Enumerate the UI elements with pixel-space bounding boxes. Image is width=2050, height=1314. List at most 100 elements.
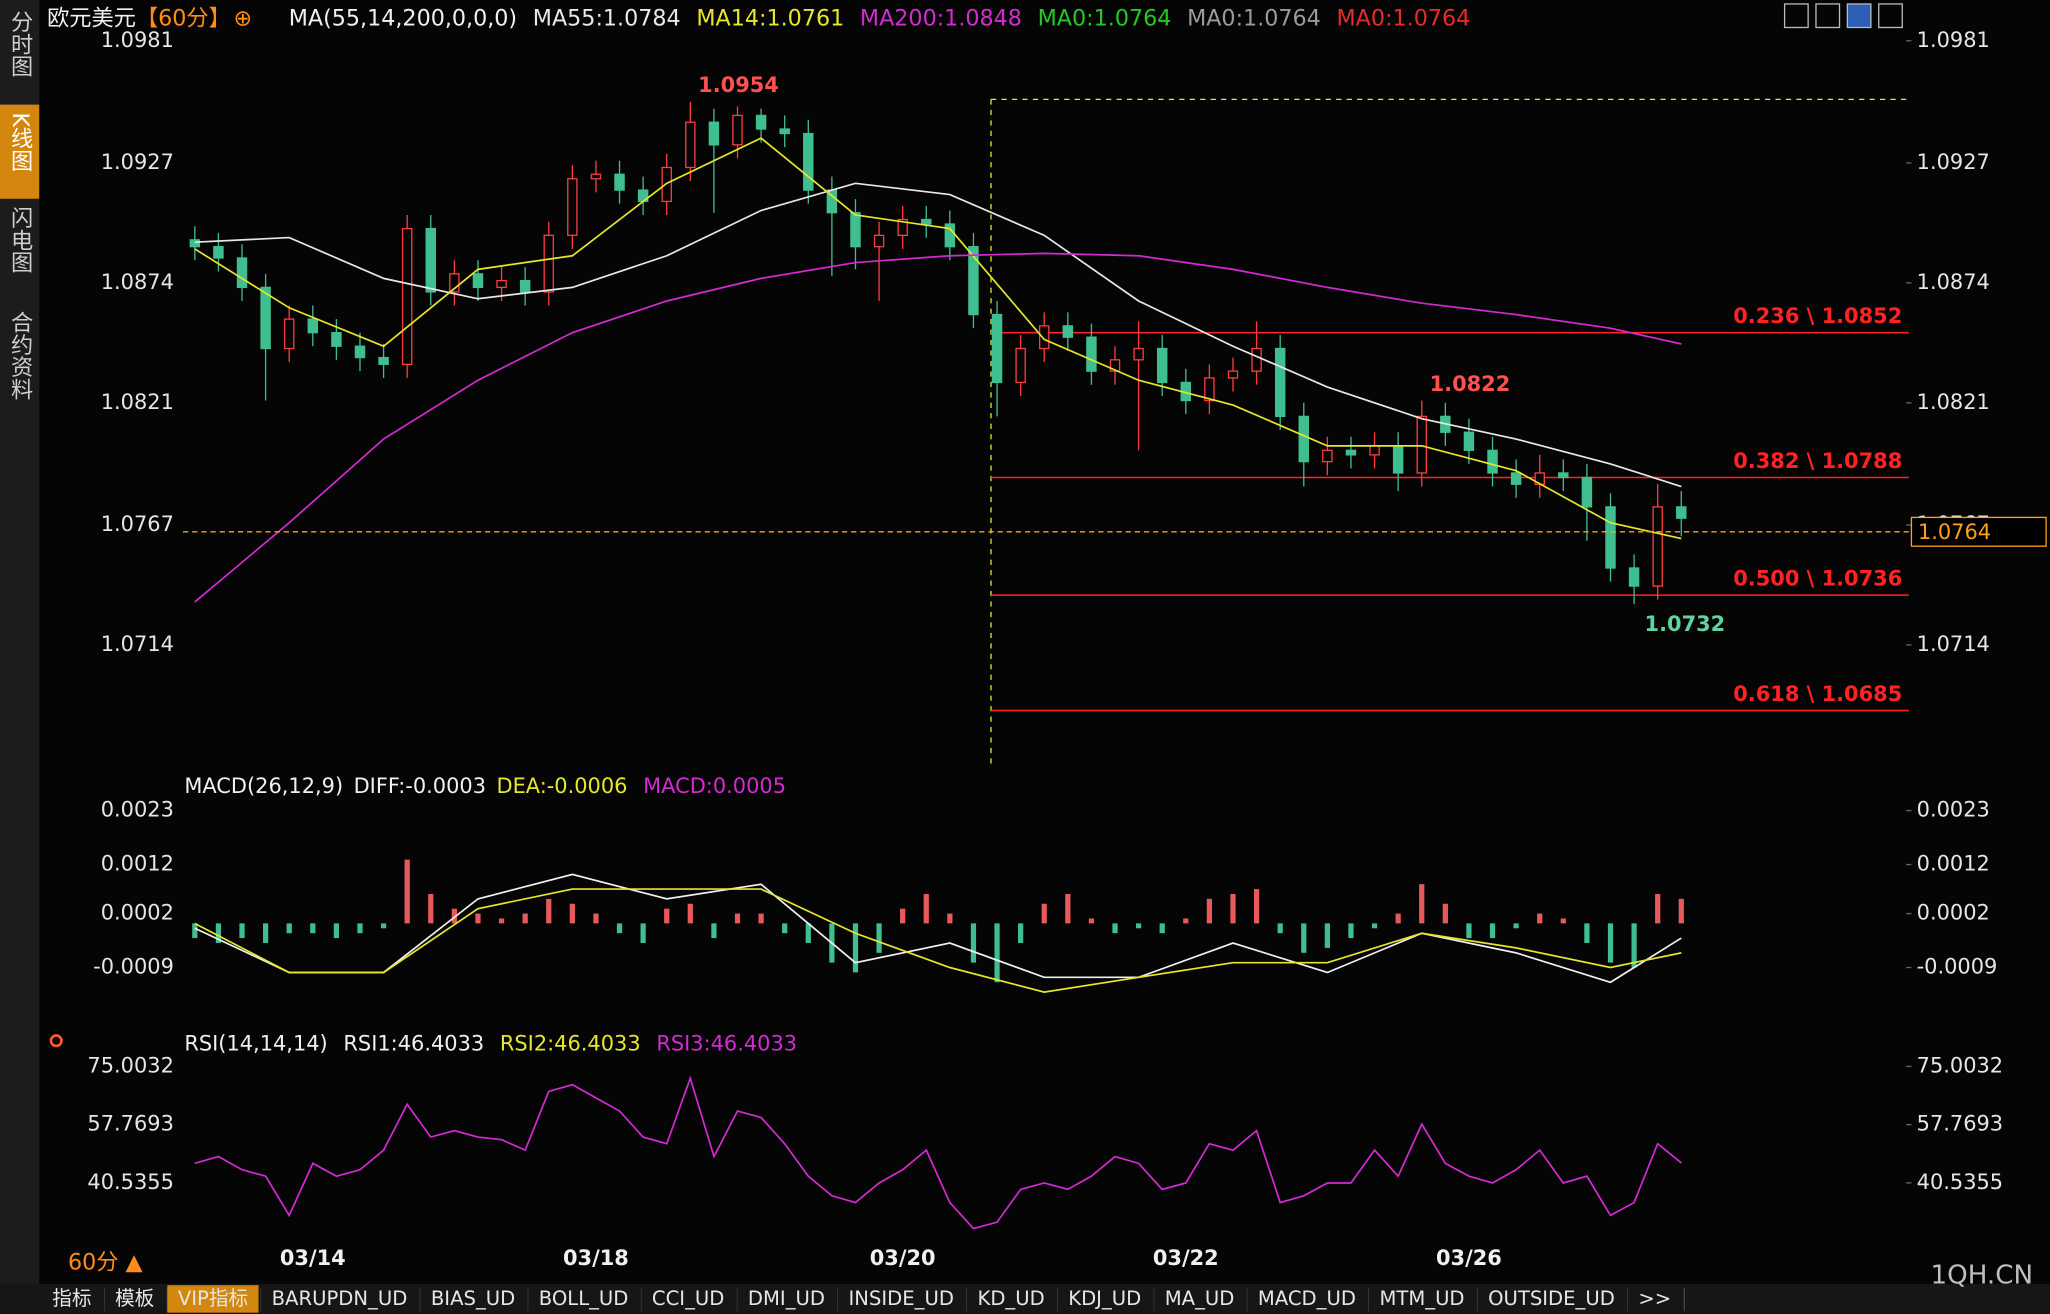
tab[interactable] xyxy=(1627,1285,1682,1313)
candle-body xyxy=(1369,445,1380,456)
sidebar-tab[interactable]: 合约资料 xyxy=(7,311,33,401)
sidebar-tab[interactable]: 分时图 xyxy=(7,10,33,77)
macd-bar xyxy=(1489,923,1496,939)
tab-label[interactable]: INSIDE_UD xyxy=(848,1287,953,1310)
high-label: 1.0822 xyxy=(1430,372,1511,396)
icon[interactable] xyxy=(1878,3,1903,29)
candle-body xyxy=(921,218,932,225)
indicator: MA(55,14,200,0,0,0) xyxy=(289,5,517,31)
tab-label[interactable]: DMI_UD xyxy=(748,1287,825,1310)
icon[interactable] xyxy=(1815,3,1841,29)
legend-item: MACD:0.0005 xyxy=(643,774,786,798)
macd-bar xyxy=(1442,903,1448,924)
macd-bar xyxy=(687,903,693,924)
macd-bar xyxy=(900,908,906,924)
candle-body xyxy=(708,121,720,146)
rsi-icon xyxy=(49,1034,63,1048)
legend-item: DEA:-0.0006 xyxy=(496,774,627,798)
tab[interactable] xyxy=(1477,1285,1626,1313)
macd-bar xyxy=(357,923,363,934)
macd-bar xyxy=(1112,923,1118,934)
candle-body xyxy=(567,178,578,237)
tab-label[interactable]: MACD_UD xyxy=(1258,1287,1356,1310)
icon[interactable] xyxy=(1846,3,1872,29)
candle-body xyxy=(732,114,743,146)
tab-label[interactable]: CCI_UD xyxy=(652,1287,724,1310)
macd-bar xyxy=(1560,918,1566,924)
icon: ⊕ xyxy=(233,5,252,31)
candle-body xyxy=(897,218,908,237)
indicator-line xyxy=(194,182,1682,488)
macd-bar xyxy=(1230,893,1236,924)
indicator-line xyxy=(194,252,1682,603)
macd-bar xyxy=(1018,923,1024,943)
tab[interactable] xyxy=(1154,1285,1245,1313)
candle-body xyxy=(1322,449,1333,463)
candle-body xyxy=(1676,506,1687,519)
macd-bar xyxy=(758,913,764,924)
tab[interactable] xyxy=(641,1285,735,1313)
low-label: 1.0732 xyxy=(1645,612,1726,636)
tab-label[interactable]: 模板 xyxy=(115,1287,154,1310)
tab-label[interactable]: BIAS_UD xyxy=(431,1287,515,1310)
tab-label[interactable]: KD_UD xyxy=(977,1287,1044,1310)
tab[interactable] xyxy=(420,1285,526,1313)
macd-bar xyxy=(286,923,292,934)
x-tick-label: 03/26 xyxy=(1436,1246,1502,1270)
legend-item: RSI3:46.4033 xyxy=(656,1032,797,1056)
icon[interactable] xyxy=(1783,3,1809,29)
indicator-line xyxy=(194,137,1682,540)
tab[interactable] xyxy=(167,1285,259,1313)
tab[interactable] xyxy=(41,1285,102,1313)
tab-label[interactable]: OUTSIDE_UD xyxy=(1488,1287,1615,1310)
macd-bar xyxy=(475,913,481,924)
tab-label[interactable]: BOLL_UD xyxy=(539,1287,629,1310)
sidebar-tab[interactable]: 闪电图 xyxy=(7,206,33,273)
tab-label[interactable]: KDJ_UD xyxy=(1068,1287,1141,1310)
period-button[interactable]: 60分 ▲ xyxy=(68,1249,144,1275)
tab[interactable] xyxy=(1247,1285,1367,1313)
tab-label[interactable]: MTM_UD xyxy=(1379,1287,1464,1310)
high-label: 1.0954 xyxy=(698,73,779,97)
panel-title: RSI(14,14,14) xyxy=(184,1032,327,1056)
tab-label[interactable]: VIP指标 xyxy=(178,1287,248,1310)
tab[interactable] xyxy=(1369,1285,1475,1313)
candle-body xyxy=(1086,336,1097,372)
indicator-line xyxy=(194,1075,1682,1230)
tab[interactable] xyxy=(838,1285,965,1313)
macd-bar xyxy=(1301,923,1307,953)
tab[interactable] xyxy=(104,1285,165,1313)
period: 【60分】 xyxy=(136,5,231,31)
tab[interactable] xyxy=(967,1285,1056,1313)
macd-bar xyxy=(239,923,245,939)
candle-body xyxy=(1274,347,1286,418)
tab[interactable] xyxy=(1057,1285,1152,1313)
candle-body xyxy=(1392,445,1404,474)
legend-item: MA200:1.0848 xyxy=(860,5,1022,31)
y-tick-label: 40.5355 xyxy=(87,1170,173,1194)
tab-label[interactable]: BARUPDN_UD xyxy=(272,1287,408,1310)
sidebar-tab[interactable]: K线图 xyxy=(7,112,33,171)
macd-bar xyxy=(805,923,811,943)
tab-label[interactable]: MA_UD xyxy=(1165,1287,1235,1310)
tab-label[interactable]: >> xyxy=(1638,1287,1671,1310)
candle-body xyxy=(472,273,484,289)
tab-label[interactable]: 指标 xyxy=(52,1287,91,1310)
macd-bar xyxy=(1135,923,1142,929)
tab[interactable] xyxy=(261,1285,418,1313)
chart-header: 欧元美元【60分】 ⊕ MA(55,14,200,0,0,0) MA55:1.0784… xyxy=(47,5,1470,31)
legend-item: RSI2:46.4033 xyxy=(500,1032,641,1056)
candle-body xyxy=(614,173,625,191)
macd-bar xyxy=(333,923,340,939)
tab[interactable] xyxy=(528,1285,639,1313)
candle-body xyxy=(1156,347,1168,384)
candle-body xyxy=(378,356,389,365)
macd-bar xyxy=(734,913,741,924)
x-tick-label: 03/20 xyxy=(870,1246,936,1270)
candle-body xyxy=(331,332,342,347)
candle-body xyxy=(803,132,814,191)
macd-bar xyxy=(263,923,269,943)
tab[interactable] xyxy=(737,1285,836,1313)
macd-bar xyxy=(970,923,977,963)
